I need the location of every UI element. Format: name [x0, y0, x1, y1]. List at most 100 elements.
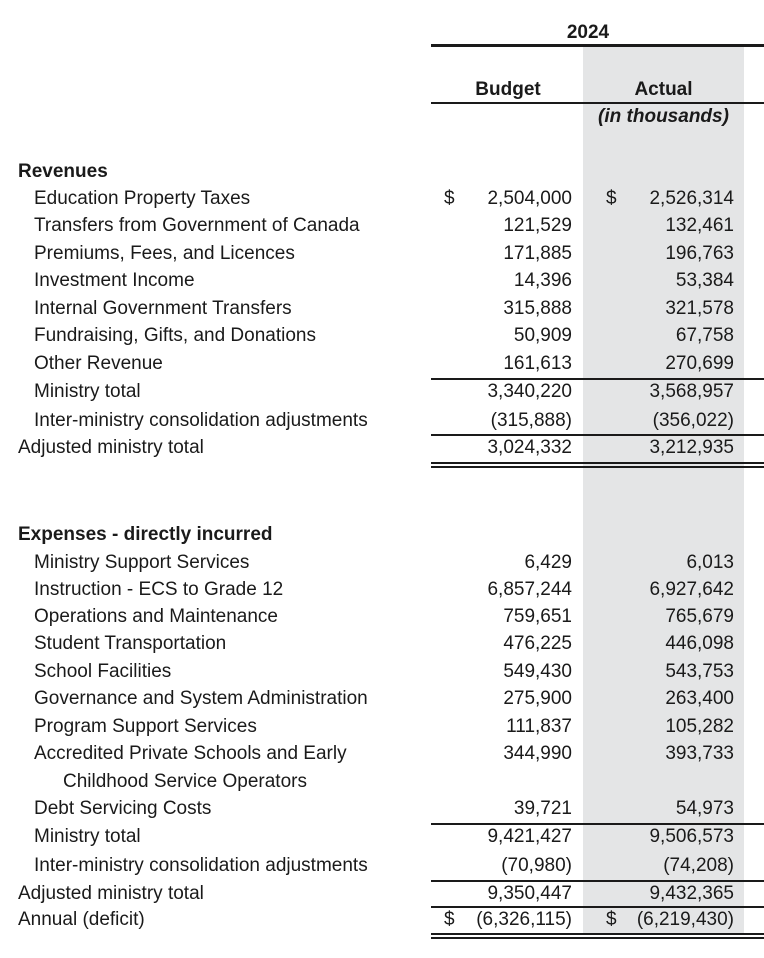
ministry-total-row: Ministry total 9,421,427 9,506,573 [0, 826, 764, 853]
currency-symbol: $ [444, 188, 455, 209]
table-row: Other Revenue 161,613 270,699 [0, 353, 764, 380]
double-rule [431, 937, 764, 939]
budget-value: 171,885 [503, 243, 572, 264]
table-row: Student Transportation 476,225 446,098 [0, 633, 764, 660]
consolidation-row: Inter-ministry consolidation adjustments… [0, 855, 764, 882]
budget-value: (6,326,115) [476, 909, 572, 930]
table-row: Fundraising, Gifts, and Donations 50,909… [0, 325, 764, 352]
row-label: Ministry total [34, 381, 141, 402]
budget-value: 111,837 [506, 716, 572, 737]
double-rule [431, 466, 764, 468]
actual-value: 3,568,957 [649, 381, 734, 402]
budget-value: 161,613 [503, 353, 572, 374]
budget-value: 6,429 [524, 552, 572, 573]
actual-value: 132,461 [665, 215, 734, 236]
adjusted-total-row: Adjusted ministry total 9,350,447 9,432,… [0, 883, 764, 910]
row-label: Operations and Maintenance [34, 606, 278, 627]
adjusted-total-row: Adjusted ministry total 3,024,332 3,212,… [0, 437, 764, 464]
currency-symbol: $ [444, 909, 455, 930]
budget-value: 6,857,244 [487, 579, 572, 600]
expenses-heading: Expenses - directly incurred [18, 524, 273, 545]
actual-value: 53,384 [675, 270, 734, 291]
table-row: Debt Servicing Costs 39,721 54,973 [0, 798, 764, 825]
row-label: Education Property Taxes [34, 188, 251, 209]
actual-column-shade-bottom [583, 468, 744, 934]
currency-symbol: $ [606, 188, 617, 209]
row-label: Student Transportation [34, 633, 227, 654]
actual-value: (356,022) [652, 410, 734, 431]
budget-value: 275,900 [503, 688, 572, 709]
row-label: Fundraising, Gifts, and Donations [34, 325, 316, 346]
row-label-continuation: Childhood Service Operators [63, 771, 307, 792]
table-row: Governance and System Administration 275… [0, 688, 764, 715]
table-row: Premiums, Fees, and Licences 171,885 196… [0, 243, 764, 270]
row-label: Ministry Support Services [34, 552, 250, 573]
expenses-heading-row: Expenses - directly incurred [0, 524, 764, 551]
row-label: Debt Servicing Costs [34, 798, 212, 819]
revenues-heading: Revenues [18, 161, 108, 182]
actual-value: 6,927,642 [649, 579, 734, 600]
budget-value: 476,225 [503, 633, 572, 654]
column-header-rule [431, 102, 764, 104]
budget-value: 3,024,332 [487, 437, 572, 458]
row-label: Investment Income [34, 270, 195, 291]
budget-value: 549,430 [503, 661, 572, 682]
budget-value: 9,421,427 [487, 826, 572, 847]
row-label: Instruction - ECS to Grade 12 [34, 579, 284, 600]
double-rule [431, 462, 764, 464]
budget-value: 14,396 [513, 270, 572, 291]
subtotal-rule [431, 434, 764, 436]
year-rule [431, 44, 764, 47]
actual-value: 321,578 [665, 298, 734, 319]
budget-value: (70,980) [501, 855, 572, 876]
actual-value: 446,098 [665, 633, 734, 654]
table-row: Ministry Support Services 6,429 6,013 [0, 552, 764, 579]
table-row: Accredited Private Schools and Early 344… [0, 743, 764, 770]
budget-value: 3,340,220 [487, 381, 572, 402]
actual-value: 765,679 [665, 606, 734, 627]
row-label: Accredited Private Schools and Early [34, 743, 347, 764]
actual-value: 543,753 [665, 661, 734, 682]
row-label: Governance and System Administration [34, 688, 368, 709]
actual-value: 54,973 [675, 798, 734, 819]
budget-value: 344,990 [503, 743, 572, 764]
actual-value: 6,013 [686, 552, 734, 573]
budget-value: 759,651 [503, 606, 572, 627]
actual-value: (74,208) [663, 855, 734, 876]
table-row: Transfers from Government of Canada 121,… [0, 215, 764, 242]
row-label: Transfers from Government of Canada [34, 215, 360, 236]
actual-value: 3,212,935 [649, 437, 734, 458]
subtotal-rule [431, 906, 764, 908]
double-rule [431, 933, 764, 935]
actual-value: 263,400 [665, 688, 734, 709]
units-note: (in thousands) [598, 106, 729, 127]
budget-value: 121,529 [503, 215, 572, 236]
table-row: Program Support Services 111,837 105,282 [0, 716, 764, 743]
row-label: School Facilities [34, 661, 172, 682]
table-row: Internal Government Transfers 315,888 32… [0, 298, 764, 325]
consolidation-row: Inter-ministry consolidation adjustments… [0, 410, 764, 437]
row-label: Adjusted ministry total [18, 883, 204, 904]
actual-value: 196,763 [665, 243, 734, 264]
budget-value: 39,721 [513, 798, 572, 819]
table-row: Investment Income 14,396 53,384 [0, 270, 764, 297]
actual-value: 270,699 [665, 353, 734, 374]
row-label: Inter-ministry consolidation adjustments [34, 855, 368, 876]
table-row-continuation: Childhood Service Operators [0, 771, 764, 798]
row-label: Ministry total [34, 826, 141, 847]
row-label: Internal Government Transfers [34, 298, 292, 319]
row-label: Inter-ministry consolidation adjustments [34, 410, 368, 431]
annual-deficit-row: Annual (deficit) $ (6,326,115) $ (6,219,… [0, 909, 764, 936]
subtotal-rule [431, 880, 764, 882]
table-row: Instruction - ECS to Grade 12 6,857,244 … [0, 579, 764, 606]
currency-symbol: $ [606, 909, 617, 930]
year-heading: 2024 [566, 22, 610, 43]
budget-value: 9,350,447 [487, 883, 572, 904]
row-label: Premiums, Fees, and Licences [34, 243, 295, 264]
budget-value: (315,888) [490, 410, 572, 431]
budget-value: 315,888 [503, 298, 572, 319]
actual-value: 9,432,365 [649, 883, 734, 904]
actual-value: 67,758 [675, 325, 734, 346]
actual-value: 9,506,573 [649, 826, 734, 847]
row-label: Annual (deficit) [18, 909, 145, 930]
